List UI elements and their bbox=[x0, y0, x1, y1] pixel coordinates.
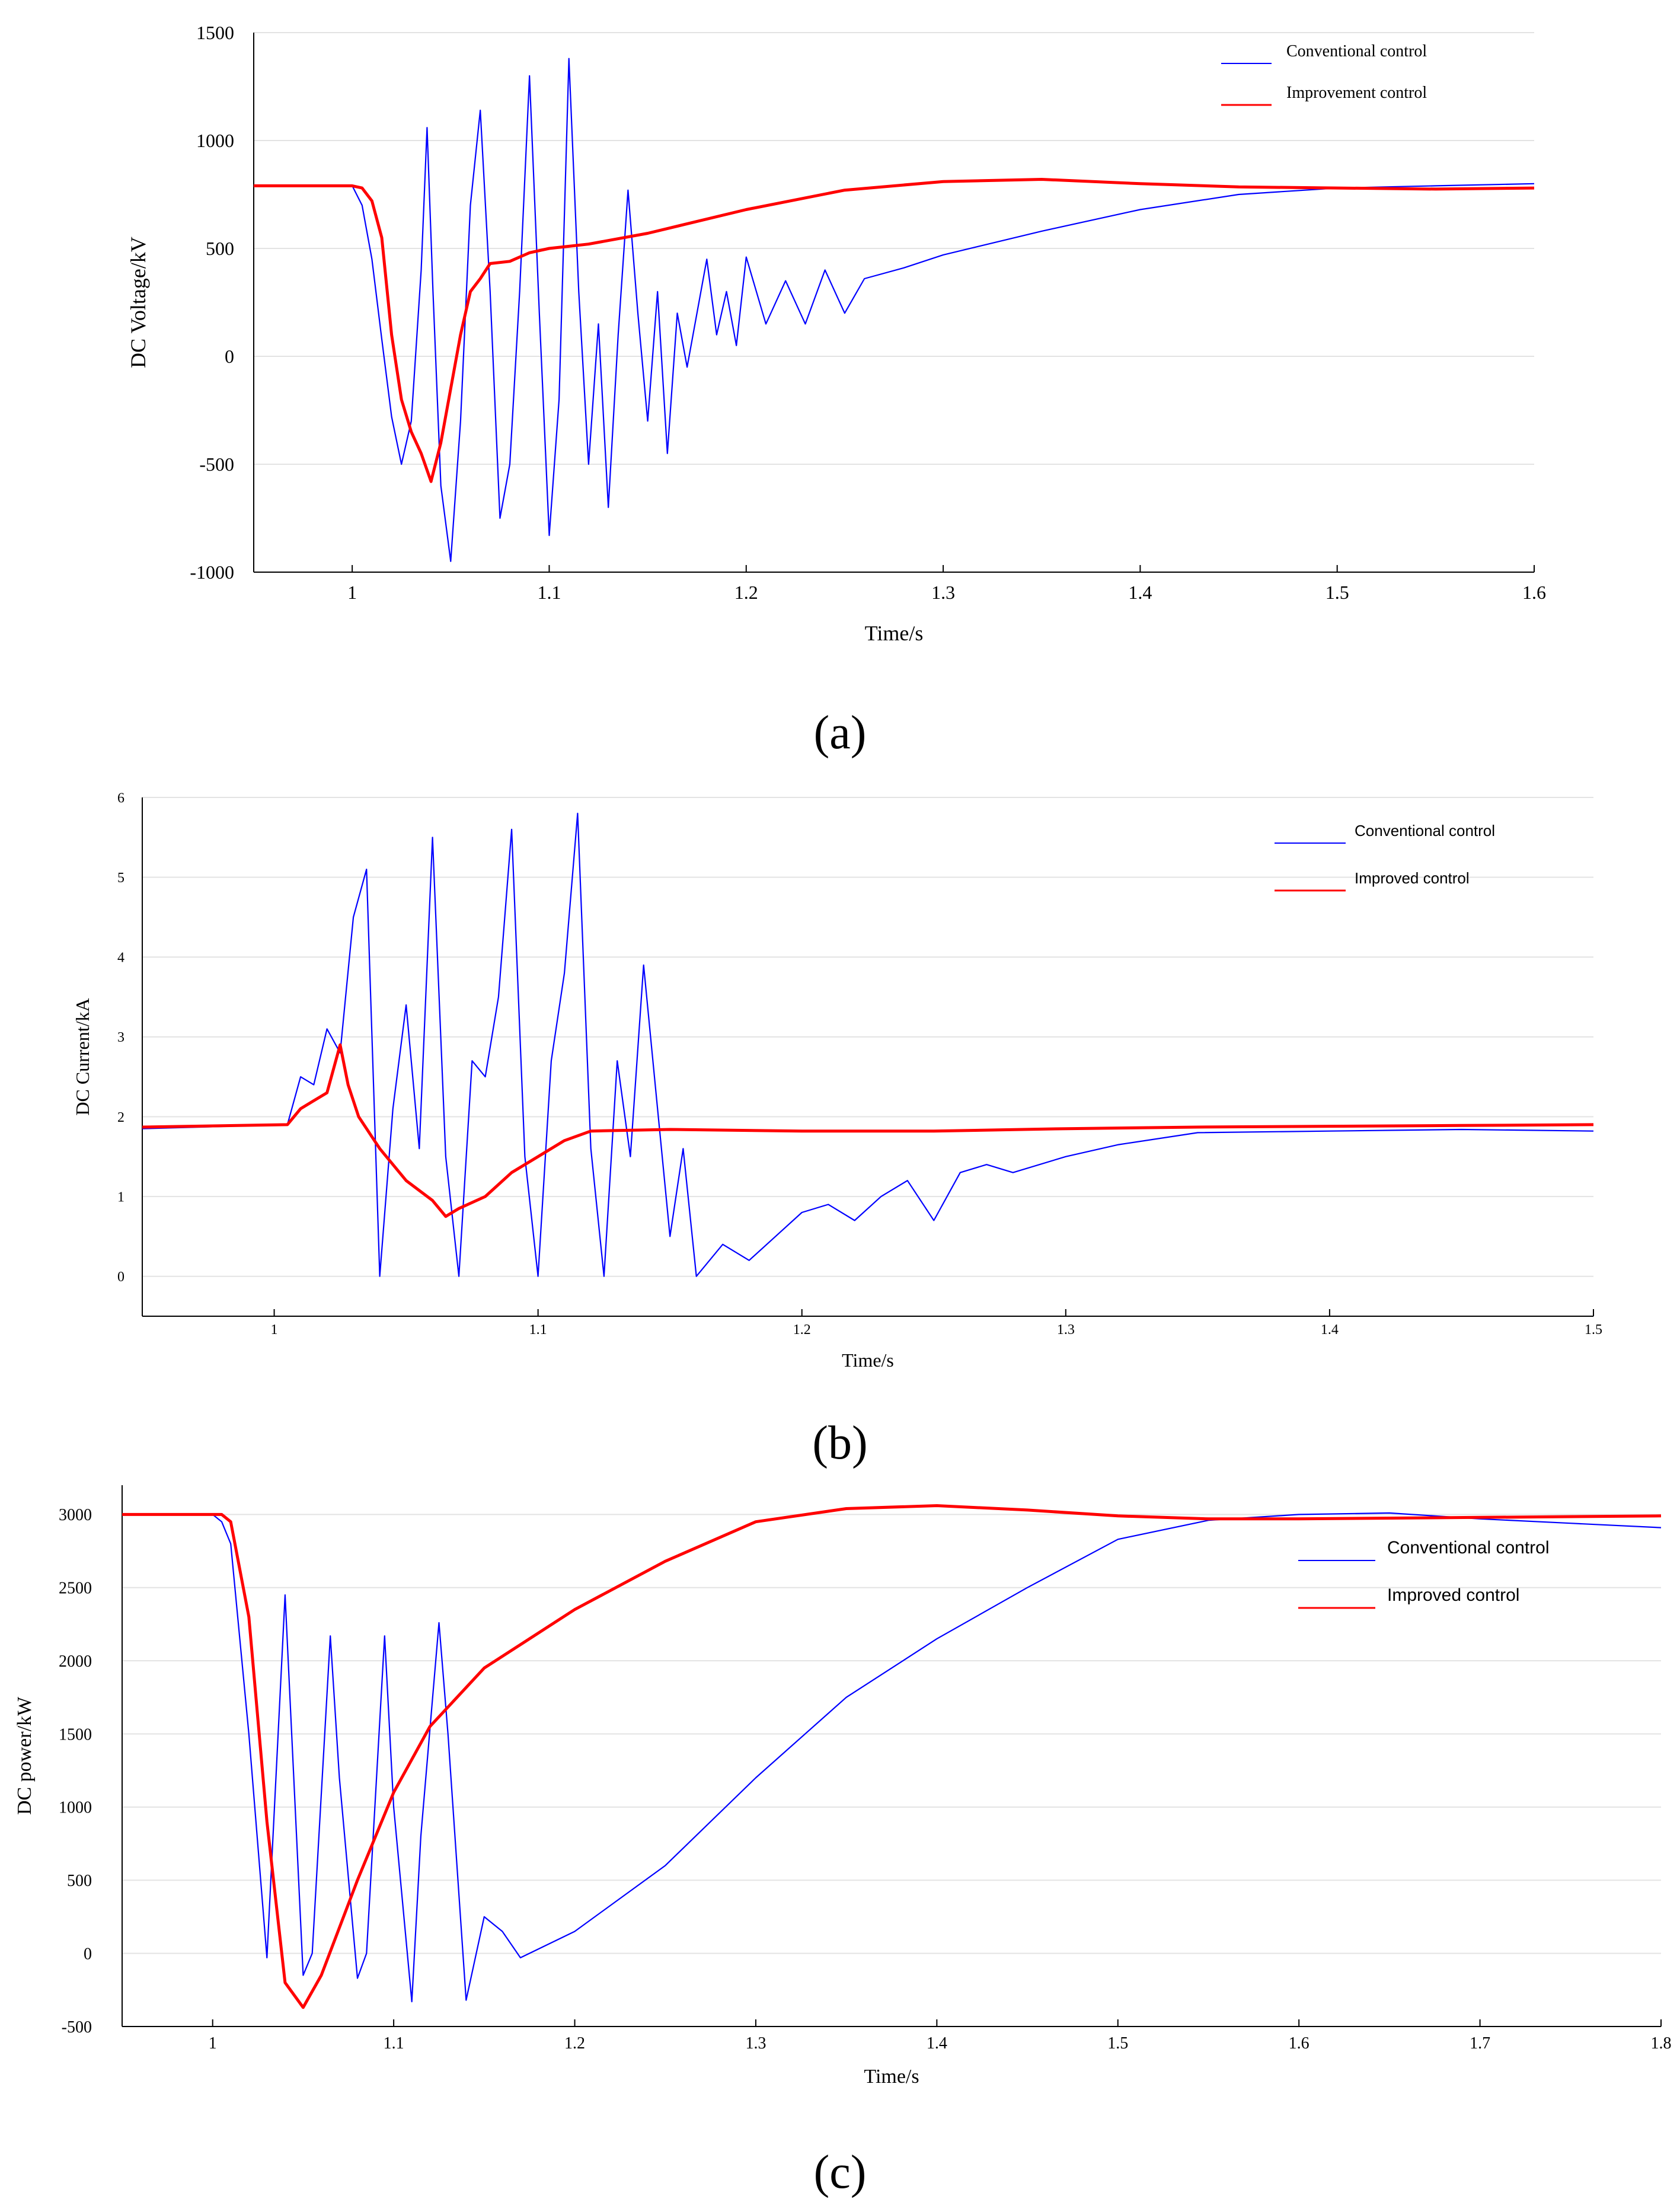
x-tick-label: 1.4 bbox=[927, 2034, 947, 2053]
x-tick-label: 1.3 bbox=[931, 582, 955, 603]
y-tick-label: 1 bbox=[117, 1189, 124, 1205]
series-line-conventional-control bbox=[254, 58, 1535, 562]
y-tick-label: 1000 bbox=[196, 130, 234, 151]
x-tick-label: 1.5 bbox=[1585, 1322, 1602, 1338]
legend-label: Conventional control bbox=[1286, 42, 1427, 60]
legend-label: Improved control bbox=[1355, 869, 1470, 887]
panel-label-b: (b) bbox=[812, 1417, 867, 1469]
x-tick-label: 1.6 bbox=[1522, 582, 1546, 603]
series-line-conventional-control bbox=[142, 812, 1594, 1277]
y-tick-label: 3 bbox=[117, 1030, 124, 1045]
y-tick-label: 6 bbox=[117, 790, 124, 806]
y-tick-label: 0 bbox=[84, 1945, 92, 1963]
legend: Conventional control Improved control bbox=[1275, 822, 1495, 892]
x-tick-label: 1.7 bbox=[1470, 2034, 1490, 2053]
series-line-improvement-control bbox=[254, 178, 1535, 483]
x-tick-label: 1.1 bbox=[537, 582, 561, 603]
y-tick-label: 500 bbox=[67, 1872, 92, 1890]
chart-panel-a: 1 1.1 1.2 1.3 1.4 1.5 1.6 -1000 -500 0 500 1000 1500… bbox=[126, 22, 1546, 645]
y-tick-label: -500 bbox=[62, 2018, 92, 2037]
x-tick-label: 1.3 bbox=[1057, 1322, 1075, 1338]
panel-label-c: (c) bbox=[814, 2146, 867, 2198]
x-tick-label: 1.8 bbox=[1651, 2034, 1672, 2053]
x-tick-label: 1.1 bbox=[384, 2034, 404, 2053]
x-tick-label: 1.4 bbox=[1321, 1322, 1339, 1338]
chart-panel-b: 1 1.1 1.2 1.3 1.4 1.5 0 1 2 3 4 5 6 Time/s DC Current/… bbox=[72, 790, 1602, 1371]
y-tick-label: 3000 bbox=[59, 1506, 92, 1524]
y-tick-label: 2500 bbox=[59, 1579, 92, 1598]
legend-label: Improved control bbox=[1387, 1585, 1519, 1605]
y-axis-label: DC Current/kA bbox=[72, 998, 93, 1115]
legend: Conventional control Improved control bbox=[1298, 1538, 1550, 1609]
x-tick-label: 1.6 bbox=[1289, 2034, 1309, 2053]
y-tick-label: 500 bbox=[206, 238, 234, 259]
legend-label: Improvement control bbox=[1286, 84, 1427, 102]
x-tick-label: 1.2 bbox=[793, 1322, 811, 1338]
x-tick-label: 1 bbox=[209, 2034, 217, 2053]
panel-label-a: (a) bbox=[814, 707, 867, 759]
legend: Conventional control Improvement control bbox=[1221, 42, 1427, 106]
x-tick-label: 1.3 bbox=[745, 2034, 766, 2053]
y-tick-label: 0 bbox=[117, 1269, 124, 1285]
y-tick-label: 5 bbox=[117, 870, 124, 886]
x-tick-label: 1.1 bbox=[529, 1322, 547, 1338]
x-tick-label: 1.4 bbox=[1128, 582, 1152, 603]
x-axis-label: Time/s bbox=[865, 621, 924, 645]
series-line-improved-control bbox=[122, 1504, 1662, 2009]
y-tick-label: 4 bbox=[117, 950, 124, 966]
y-tick-label: -500 bbox=[199, 454, 234, 475]
x-tick-label: 1 bbox=[347, 582, 357, 603]
y-tick-label: 1500 bbox=[59, 1725, 92, 1744]
y-tick-label: -1000 bbox=[190, 561, 234, 583]
y-tick-label: 2 bbox=[117, 1110, 124, 1125]
x-tick-label: 1.2 bbox=[564, 2034, 585, 2053]
y-tick-label: 1000 bbox=[59, 1799, 92, 1817]
y-tick-label: 2000 bbox=[59, 1652, 92, 1671]
x-tick-label: 1.5 bbox=[1326, 582, 1349, 603]
y-tick-label: 1500 bbox=[196, 22, 234, 43]
y-tick-label: 0 bbox=[225, 346, 234, 367]
series-line-conventional-control bbox=[122, 1512, 1662, 2003]
series-line-improved-control bbox=[142, 1043, 1594, 1218]
legend-label: Conventional control bbox=[1387, 1538, 1550, 1558]
x-axis-label: Time/s bbox=[842, 1349, 894, 1371]
y-axis-label: DC Voltage/kV bbox=[126, 237, 150, 368]
legend-label: Conventional control bbox=[1355, 822, 1495, 840]
chart-panel-c: 1 1.1 1.2 1.3 1.4 1.5 1.6 1.7 1.8 -500 0 500 1000 150… bbox=[14, 1485, 1672, 2088]
x-tick-label: 1 bbox=[271, 1322, 278, 1338]
y-axis-label: DC power/kW bbox=[14, 1696, 36, 1815]
x-axis-label: Time/s bbox=[864, 2066, 919, 2088]
x-tick-label: 1.2 bbox=[734, 582, 758, 603]
x-tick-label: 1.5 bbox=[1107, 2034, 1128, 2053]
